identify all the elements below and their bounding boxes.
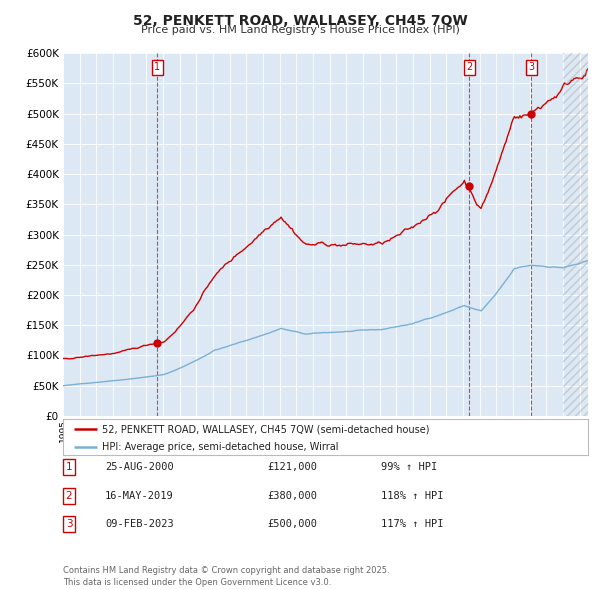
Text: £380,000: £380,000 [267,491,317,500]
Bar [563,53,588,416]
Text: 16-MAY-2019: 16-MAY-2019 [105,491,174,500]
Text: 3: 3 [529,62,535,72]
Text: 2: 2 [65,491,73,500]
Text: 52, PENKETT ROAD, WALLASEY, CH45 7QW: 52, PENKETT ROAD, WALLASEY, CH45 7QW [133,14,467,28]
Text: 1: 1 [154,62,160,72]
Text: 1: 1 [65,463,73,472]
Text: 118% ↑ HPI: 118% ↑ HPI [381,491,443,500]
Text: 52, PENKETT ROAD, WALLASEY, CH45 7QW (semi-detached house): 52, PENKETT ROAD, WALLASEY, CH45 7QW (se… [103,424,430,434]
Text: £500,000: £500,000 [267,519,317,529]
Text: 2: 2 [466,62,472,72]
Text: Contains HM Land Registry data © Crown copyright and database right 2025.
This d: Contains HM Land Registry data © Crown c… [63,566,389,587]
Text: 99% ↑ HPI: 99% ↑ HPI [381,463,437,472]
Text: 09-FEB-2023: 09-FEB-2023 [105,519,174,529]
Text: 25-AUG-2000: 25-AUG-2000 [105,463,174,472]
Text: Price paid vs. HM Land Registry's House Price Index (HPI): Price paid vs. HM Land Registry's House … [140,25,460,35]
Text: 3: 3 [65,519,73,529]
Text: £121,000: £121,000 [267,463,317,472]
Text: HPI: Average price, semi-detached house, Wirral: HPI: Average price, semi-detached house,… [103,442,339,453]
Text: 117% ↑ HPI: 117% ↑ HPI [381,519,443,529]
